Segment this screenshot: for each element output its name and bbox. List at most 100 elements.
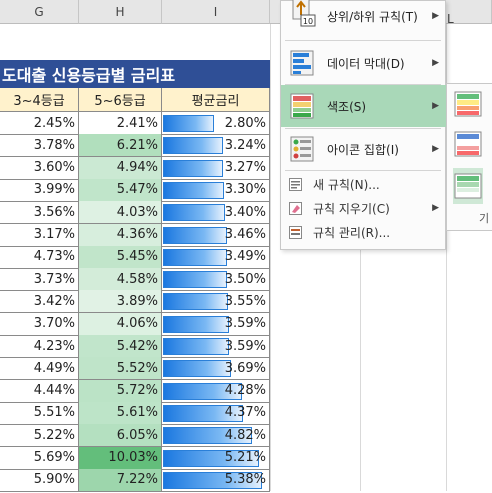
table-row: 3.56% 4.03% 3.40% <box>0 201 270 225</box>
cell-grade-3-4[interactable]: 3.99% <box>0 178 79 202</box>
header-cell-grade-3-4[interactable]: 3~4등급 <box>0 88 79 112</box>
cell-grade-5-6[interactable]: 5.42% <box>79 335 162 358</box>
cell-value: 3.99% <box>33 182 75 198</box>
cell-grade-5-6[interactable]: 2.41% <box>79 112 162 135</box>
cell-grade-5-6[interactable]: 5.45% <box>79 245 162 269</box>
cell-value: 5.69% <box>33 450 75 465</box>
table-row: 5.51% 5.61% 4.37% <box>0 401 270 426</box>
table-title[interactable]: 도대출 신용등급별 금리표 <box>0 60 270 88</box>
cell-average-rate[interactable]: 5.21% <box>162 446 270 470</box>
cell-grade-5-6[interactable]: 5.61% <box>79 401 162 425</box>
cell-grade-5-6[interactable]: 5.47% <box>79 178 162 202</box>
cell-grade-5-6[interactable]: 3.89% <box>79 290 162 314</box>
menu-item-label: 데이터 막대(D) <box>327 56 405 71</box>
cell-grade-5-6[interactable]: 6.05% <box>79 424 162 448</box>
menu-item-label: 규칙 관리(R)... <box>313 225 391 240</box>
table-row: 5.22% 6.05% 4.82% <box>0 424 270 448</box>
menu-item-manage-rules[interactable]: 규칙 관리(R)... <box>281 221 447 243</box>
menu-item-icon-sets[interactable]: 아이콘 집합(I) ▶ <box>281 129 447 169</box>
cell-average-rate[interactable]: 3.50% <box>162 268 270 292</box>
column-header-i[interactable]: I <box>162 0 270 24</box>
cell-average-rate[interactable]: 2.80% <box>162 112 270 135</box>
menu-item-label: 새 규칙(N)... <box>313 177 380 192</box>
column-header-g[interactable]: G <box>0 0 79 24</box>
cell-value: 3.70% <box>33 316 75 332</box>
cell-value: 5.52% <box>116 360 158 376</box>
column-header-h[interactable]: H <box>79 0 162 24</box>
cell-grade-3-4[interactable]: 4.23% <box>0 335 79 358</box>
cell-average-rate[interactable]: 4.82% <box>162 424 270 448</box>
menu-item-color-scales[interactable]: 색조(S) ▶ <box>281 85 447 127</box>
green-yellow-red-scale-icon <box>454 91 482 117</box>
cell-value: 3.30% <box>224 182 266 198</box>
cell-grade-5-6[interactable]: 4.06% <box>79 312 162 336</box>
menu-separator <box>285 170 441 171</box>
menu-item-clear-rules[interactable]: 규칙 지우기(C) ▶ <box>281 197 447 219</box>
cell-average-rate[interactable]: 3.49% <box>162 245 270 269</box>
cell-value: 2.80% <box>224 115 266 131</box>
column-header-l[interactable]: L <box>447 12 454 26</box>
menu-item-label: 색조(S) <box>327 99 367 114</box>
cell-grade-3-4[interactable]: 3.56% <box>0 201 79 225</box>
cell-grade-3-4[interactable]: 5.90% <box>0 468 79 492</box>
header-cell-grade-5-6[interactable]: 5~6등급 <box>79 88 162 112</box>
menu-item-new-rule[interactable]: 새 규칙(N)... <box>281 173 447 195</box>
cell-value: 3.17% <box>33 227 75 242</box>
menu-item-data-bars[interactable]: 데이터 막대(D) ▶ <box>281 43 447 83</box>
data-bars-icon <box>289 49 317 77</box>
cell-value: 3.40% <box>224 204 266 220</box>
cell-average-rate[interactable]: 3.55% <box>162 290 270 314</box>
cell-average-rate[interactable]: 3.59% <box>162 312 270 336</box>
cell-average-rate[interactable]: 3.24% <box>162 134 270 158</box>
color-scale-option-white-green[interactable] <box>453 168 483 204</box>
cell-value: 3.59% <box>224 316 266 332</box>
cell-grade-5-6[interactable]: 5.52% <box>79 357 162 381</box>
cell-grade-3-4[interactable]: 3.70% <box>0 312 79 336</box>
cell-value: 5.38% <box>224 472 266 488</box>
cell-average-rate[interactable]: 4.37% <box>162 401 270 425</box>
cell-average-rate[interactable]: 4.28% <box>162 379 270 403</box>
cell-grade-5-6[interactable]: 10.03% <box>79 446 162 470</box>
cell-value: 3.78% <box>33 137 75 153</box>
table-row: 2.45% 2.41% 2.80% <box>0 112 270 136</box>
cell-average-rate[interactable]: 3.27% <box>162 156 270 180</box>
header-cell-average-rate[interactable]: 평균금리 <box>162 88 270 112</box>
cell-value: 4.49% <box>33 360 75 376</box>
cell-grade-3-4[interactable]: 3.73% <box>0 268 79 292</box>
cell-grade-3-4[interactable]: 3.78% <box>0 134 79 158</box>
cell-grade-3-4[interactable]: 2.45% <box>0 112 79 135</box>
menu-item-top-bottom-rules[interactable]: 10 상위/하위 규칙(T) ▶ <box>281 0 447 31</box>
cell-grade-5-6[interactable]: 4.58% <box>79 268 162 292</box>
cell-value: 3.69% <box>224 360 266 376</box>
cell-grade-5-6[interactable]: 4.36% <box>79 223 162 247</box>
cell-grade-3-4[interactable]: 5.51% <box>0 401 79 425</box>
cell-grade-5-6[interactable]: 6.21% <box>79 134 162 158</box>
cell-grade-3-4[interactable]: 4.73% <box>0 245 79 269</box>
cell-grade-5-6[interactable]: 7.22% <box>79 468 162 492</box>
cell-average-rate[interactable]: 5.38% <box>162 468 270 492</box>
cell-average-rate[interactable]: 3.69% <box>162 357 270 381</box>
cell-average-rate[interactable]: 3.46% <box>162 223 270 247</box>
cell-grade-5-6[interactable]: 5.72% <box>79 379 162 403</box>
cell-grade-3-4[interactable]: 5.69% <box>0 446 79 470</box>
cell-grade-3-4[interactable]: 4.44% <box>0 379 79 403</box>
cell-grade-3-4[interactable]: 3.17% <box>0 223 79 247</box>
cell-value: 3.50% <box>224 271 266 287</box>
cell-value: 3.73% <box>33 271 75 287</box>
cell-grade-3-4[interactable]: 3.60% <box>0 156 79 180</box>
cell-grade-3-4[interactable]: 4.49% <box>0 357 79 381</box>
data-bar <box>163 248 227 266</box>
white-green-scale-icon <box>454 173 482 199</box>
cell-average-rate[interactable]: 3.40% <box>162 201 270 225</box>
cell-average-rate[interactable]: 3.59% <box>162 335 270 358</box>
cell-grade-3-4[interactable]: 3.42% <box>0 290 79 314</box>
cell-average-rate[interactable]: 3.30% <box>162 178 270 202</box>
data-bar <box>163 226 227 244</box>
color-scale-option-red-white-blue[interactable] <box>453 130 483 158</box>
color-scale-option-green-yellow-red[interactable] <box>453 90 483 118</box>
cell-grade-3-4[interactable]: 5.22% <box>0 424 79 448</box>
more-rules-label[interactable]: 기 <box>479 212 490 225</box>
cell-grade-5-6[interactable]: 4.94% <box>79 156 162 180</box>
cell-grade-5-6[interactable]: 4.03% <box>79 201 162 225</box>
table-row: 4.44% 5.72% 4.28% <box>0 379 270 404</box>
